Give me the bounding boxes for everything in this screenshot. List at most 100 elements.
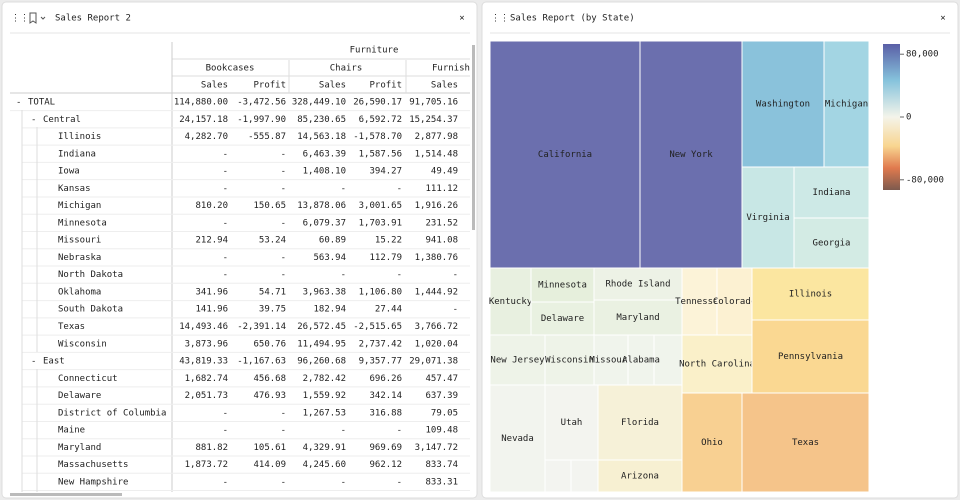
cell-value: 49.49 <box>431 167 458 177</box>
row-label: Delaware <box>58 391 101 401</box>
scrollbar[interactable] <box>10 493 122 496</box>
treemap-cell[interactable] <box>489 267 532 336</box>
left-panel <box>1 1 478 499</box>
treemap-cell[interactable] <box>741 40 825 168</box>
cell-value: - <box>281 270 286 280</box>
treemap-cell[interactable] <box>544 384 599 461</box>
row-label: District of Columbia <box>58 408 166 418</box>
cell-value: 85,230.65 <box>297 115 346 125</box>
cell-value: - <box>453 305 458 315</box>
treemap-cell[interactable] <box>597 459 683 493</box>
cell-value: 2,737.42 <box>359 339 402 349</box>
treemap-cell[interactable] <box>823 40 870 168</box>
close-button[interactable]: × <box>459 14 464 24</box>
cell-value: - <box>397 426 402 436</box>
scrollbar[interactable] <box>472 45 475 230</box>
bookmark-icon[interactable] <box>29 12 37 24</box>
treemap-cell[interactable] <box>593 334 629 386</box>
treemap-cell[interactable] <box>751 319 870 394</box>
row-label: Texas <box>58 322 85 332</box>
row-label: Nebraska <box>58 253 101 263</box>
cell-value: 1,873.72 <box>185 460 228 470</box>
row-label: Kansas <box>58 184 91 194</box>
cell-value: 3,963.38 <box>303 287 346 297</box>
group-header: Furniture <box>350 46 399 56</box>
treemap-cell[interactable] <box>741 166 795 269</box>
cell-value: 650.76 <box>253 339 286 349</box>
row-label: Massachusetts <box>58 460 128 470</box>
treemap-cell[interactable] <box>593 299 683 336</box>
cell-label: Wisconsin <box>545 356 594 366</box>
cell-value: 1,267.53 <box>303 408 346 418</box>
cell-value: 833.31 <box>425 477 458 487</box>
treemap-cell[interactable] <box>593 267 683 301</box>
drag-handle[interactable]: ⋮⋮ <box>491 14 509 24</box>
cell-value: 15.22 <box>375 236 402 246</box>
cell-value: 3,873.96 <box>185 339 228 349</box>
treemap-cell[interactable] <box>793 217 870 269</box>
legend-label: 80,000 <box>906 50 939 60</box>
cell-value: -555.87 <box>248 132 286 142</box>
treemap-cell <box>544 459 572 493</box>
treemap-cell <box>570 459 599 493</box>
cell-value: 26,572.45 <box>297 322 346 332</box>
cell-label: California <box>538 150 592 160</box>
cell-label: Maryland <box>616 313 659 323</box>
row-label: Wisconsin <box>58 339 107 349</box>
measure-header: Sales <box>319 81 346 91</box>
cell-value: 969.69 <box>369 443 402 453</box>
cell-value: - <box>223 167 228 177</box>
cell-label: Virginia <box>746 213 789 223</box>
treemap-cell[interactable] <box>639 40 743 269</box>
cell-value: -1,167.63 <box>237 357 286 367</box>
close-button[interactable]: × <box>940 14 945 24</box>
cell-value: 29,071.38 <box>409 357 458 367</box>
dropdown-icon[interactable] <box>40 16 46 20</box>
cell-value: 1,106.80 <box>359 287 402 297</box>
treemap-cell[interactable] <box>793 166 870 219</box>
measure-header: Sales <box>201 81 228 91</box>
treemap-cell[interactable] <box>627 334 655 386</box>
expander[interactable]: - <box>16 98 21 108</box>
treemap-cell[interactable] <box>681 392 743 493</box>
cell-label: Ohio <box>701 438 723 448</box>
cell-value: - <box>341 184 346 194</box>
cell-value: 79.05 <box>431 408 458 418</box>
cell-label: Delaware <box>541 314 584 324</box>
treemap-cell[interactable] <box>530 301 595 336</box>
cell-value: -3,472.56 <box>237 98 286 108</box>
treemap-cell[interactable] <box>741 392 870 493</box>
cell-value: 14,493.46 <box>179 322 228 332</box>
treemap-cell[interactable] <box>716 267 753 336</box>
cell-label: Missouri <box>589 356 632 366</box>
expander[interactable]: - <box>31 115 36 125</box>
cell-value: 111.12 <box>425 184 458 194</box>
cell-label: New Jersey <box>490 356 545 366</box>
cell-value: 1,408.10 <box>303 167 346 177</box>
cell-value: 833.74 <box>425 460 458 470</box>
row-label: Central <box>43 115 81 125</box>
row-label: Maine <box>58 426 85 436</box>
cell-label: Arizona <box>621 472 659 482</box>
cell-value: 9,357.77 <box>359 357 402 367</box>
drag-handle[interactable]: ⋮⋮ <box>11 14 29 24</box>
cell-value: 231.52 <box>425 218 458 228</box>
cell-value: - <box>341 477 346 487</box>
cell-value: - <box>341 270 346 280</box>
cell-value: - <box>281 426 286 436</box>
expander[interactable]: - <box>31 357 36 367</box>
cell-value: 4,282.70 <box>185 132 228 142</box>
cell-value: 2,877.98 <box>415 132 458 142</box>
cell-value: 150.65 <box>253 201 286 211</box>
cell-value: - <box>281 149 286 159</box>
row-label: North Dakota <box>58 270 123 280</box>
cell-value: 962.12 <box>369 460 402 470</box>
treemap-cell[interactable] <box>489 384 546 493</box>
treemap-cell[interactable] <box>489 40 641 269</box>
treemap-cell[interactable] <box>530 267 595 303</box>
cell-value: - <box>223 426 228 436</box>
treemap-cell[interactable] <box>681 267 718 336</box>
cell-value: 6,592.72 <box>359 115 402 125</box>
subheader: Chairs <box>330 64 363 74</box>
